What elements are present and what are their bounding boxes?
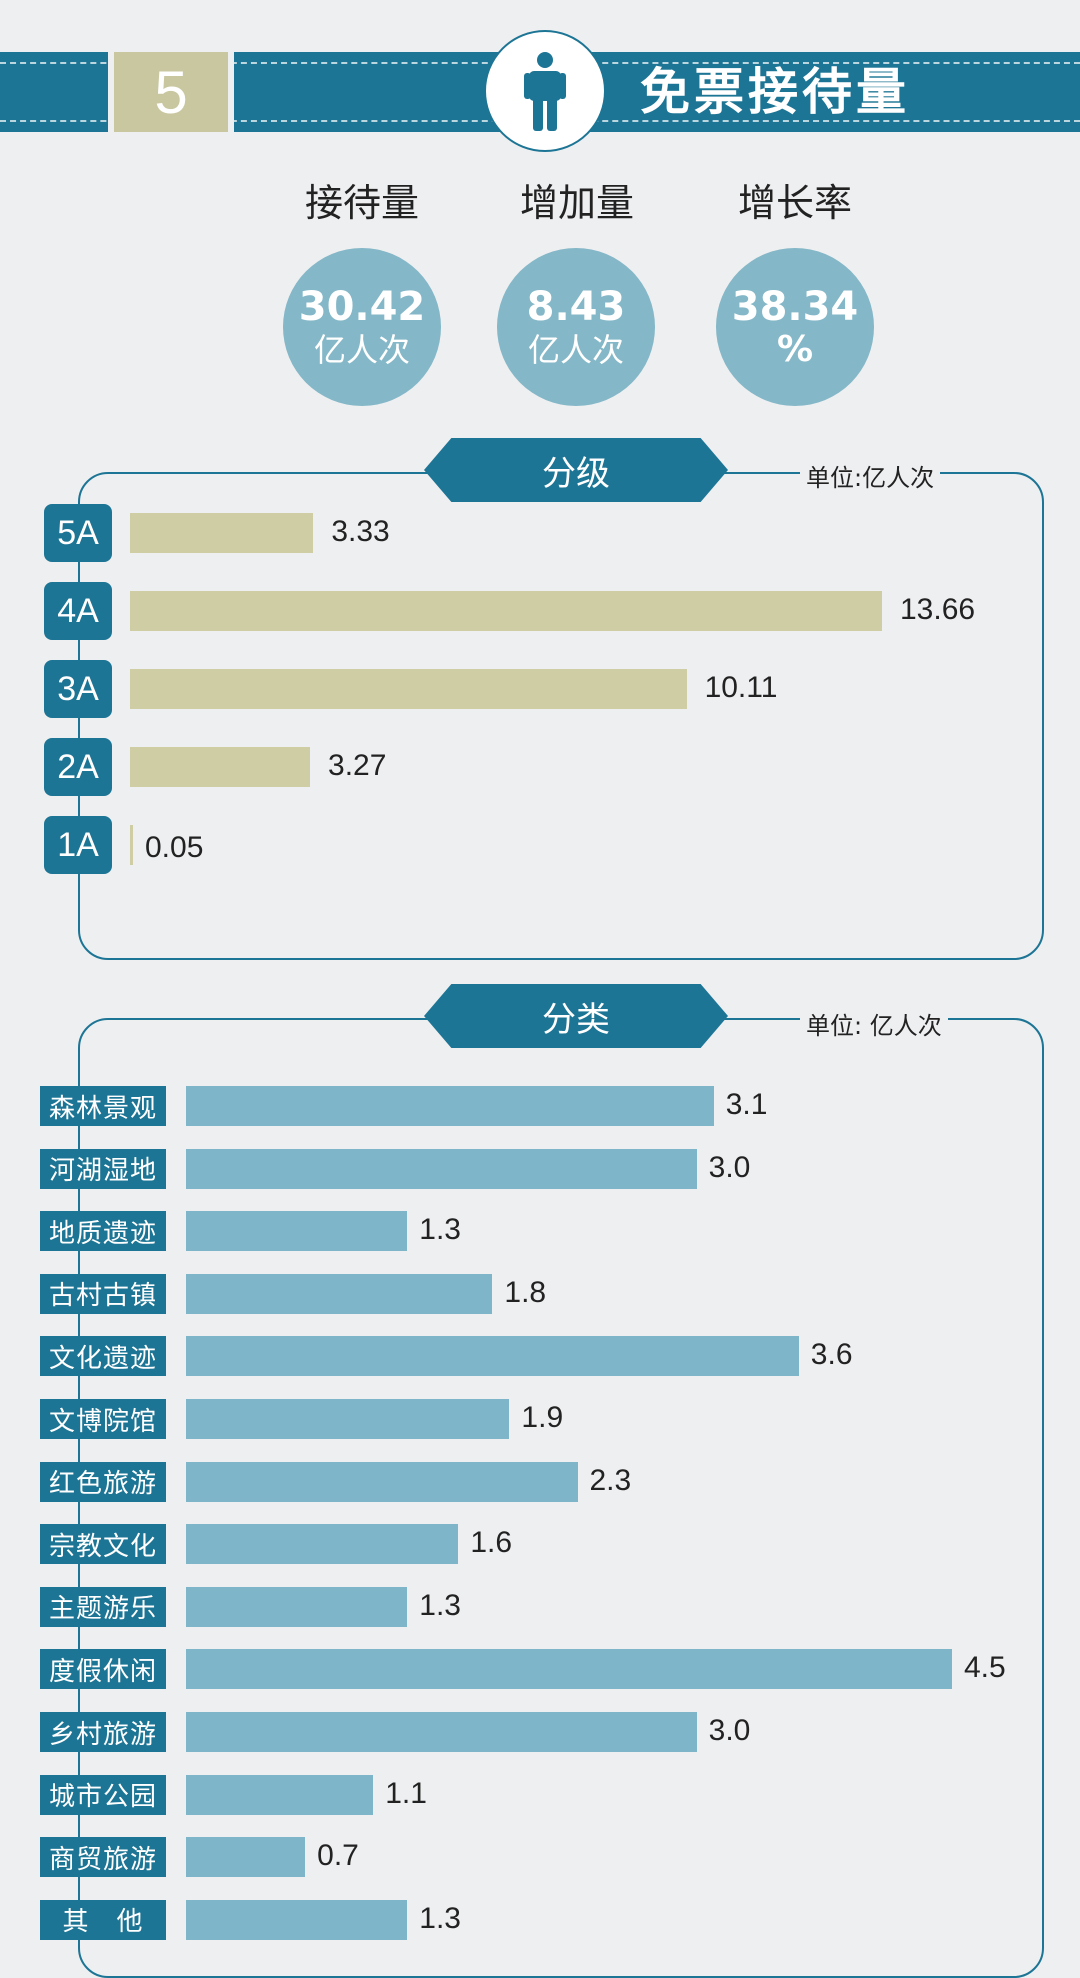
category-bar: [186, 1712, 697, 1752]
category-bar: [186, 1899, 408, 1940]
stat-circle-reception: 30.42 亿人次: [283, 248, 441, 406]
category-bar: [186, 1211, 408, 1252]
category-bar: [186, 1461, 578, 1502]
category-value: 1.3: [419, 1213, 461, 1247]
category-value: 0.7: [317, 1839, 359, 1873]
stat-value: 38.34: [731, 284, 859, 330]
person-icon: [484, 30, 606, 152]
stat-unit: 亿人次: [527, 331, 624, 369]
category-label: 森林景观: [40, 1086, 166, 1126]
category-chart-title: 分类: [424, 984, 728, 1048]
category-value: 1.9: [521, 1401, 564, 1434]
category-unit-label: 单位: 亿人次: [800, 1006, 948, 1041]
category-value: 3.0: [708, 1714, 751, 1747]
category-label: 度假休闲: [40, 1649, 166, 1690]
category-value: 1.3: [419, 1588, 461, 1622]
category-label: 宗教文化: [40, 1524, 166, 1565]
grade-value-1A: 0.05: [145, 831, 204, 864]
category-value: 2.3: [589, 1463, 632, 1497]
category-label: 文化遗迹: [40, 1336, 166, 1377]
category-bar: [186, 1524, 459, 1565]
stat-label-reception: 接待量: [304, 181, 419, 225]
grade-bar-5A: [130, 513, 314, 553]
stat-circle-increase: 8.43 亿人次: [497, 248, 655, 406]
category-value: 1.6: [470, 1526, 513, 1560]
category-bar: [186, 1148, 697, 1189]
category-label: 城市公园: [40, 1774, 166, 1815]
category-label: 古村古镇: [40, 1273, 166, 1314]
stat-unit: %: [776, 329, 814, 370]
category-label: 乡村旅游: [40, 1712, 166, 1752]
category-bar: [186, 1399, 510, 1439]
grade-bar-3A: [130, 669, 687, 709]
grade-bar-4A: [130, 591, 882, 631]
grade-label-2A: 2A: [44, 738, 112, 796]
category-label: 河湖湿地: [40, 1148, 166, 1189]
category-label: 地质遗迹: [40, 1211, 166, 1252]
grade-value-4A: 13.66: [900, 593, 976, 626]
stat-value: 8.43: [526, 284, 626, 330]
category-label: 文博院馆: [40, 1399, 166, 1439]
category-value: 1.1: [385, 1776, 427, 1810]
grade-bar-1A: [130, 825, 133, 865]
category-bar: [186, 1336, 799, 1377]
grade-value-3A: 10.11: [704, 671, 778, 704]
category-label: 主题游乐: [40, 1586, 166, 1627]
page-title: 免票接待量: [640, 63, 910, 121]
grade-label-3A: 3A: [44, 660, 112, 718]
stat-unit: 亿人次: [313, 331, 410, 369]
category-bar: [186, 1273, 493, 1314]
category-value: 1.8: [504, 1275, 547, 1309]
stat-value: 30.42: [298, 284, 426, 330]
stat-circle-growth: 38.34 %: [716, 248, 874, 406]
category-bar: [186, 1837, 306, 1878]
category-value: 3.6: [810, 1338, 853, 1372]
grade-value-5A: 3.33: [331, 515, 390, 548]
category-label: 其 他: [40, 1899, 166, 1940]
grade-bar-2A: [130, 747, 311, 787]
grade-unit-label: 单位:亿人次: [800, 458, 941, 493]
category-value: 4.5: [964, 1651, 1006, 1685]
grade-label-1A: 1A: [44, 816, 112, 874]
grade-value-2A: 3.27: [328, 749, 387, 782]
category-bar: [186, 1586, 408, 1627]
category-value: 1.3: [419, 1901, 461, 1935]
grade-label-5A: 5A: [44, 504, 112, 562]
category-label: 红色旅游: [40, 1461, 166, 1502]
category-value: 3.1: [725, 1088, 768, 1121]
grade-label-4A: 4A: [44, 582, 112, 640]
category-value: 3.0: [708, 1150, 751, 1184]
section-number: 5: [108, 52, 234, 132]
grade-chart-title: 分级: [424, 438, 728, 502]
stat-label-growth: 增长率: [737, 181, 852, 225]
stat-label-increase: 增加量: [519, 181, 634, 225]
category-bar: [186, 1774, 374, 1815]
category-bar: [186, 1649, 952, 1690]
category-bar: [186, 1086, 714, 1126]
category-label: 商贸旅游: [40, 1837, 166, 1878]
